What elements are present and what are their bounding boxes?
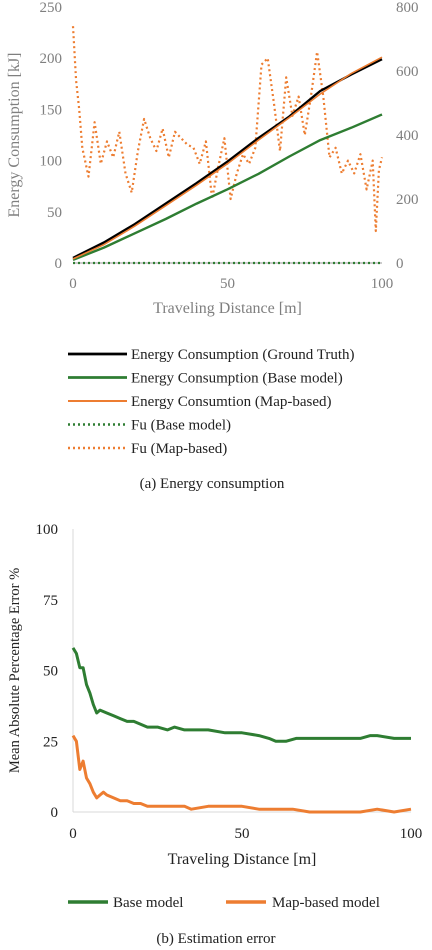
- series-line: [71, 647, 411, 743]
- x-tick-label: 100: [400, 826, 423, 842]
- y2-tick-label: 600: [396, 64, 419, 80]
- y-tick-label: 75: [43, 593, 58, 609]
- x-axis-title: Traveling Distance [m]: [168, 851, 317, 868]
- y2-tick-label: 0: [396, 256, 404, 272]
- y2-tick-label: 200: [396, 192, 419, 208]
- y-tick-label: 150: [40, 102, 63, 118]
- y-tick-label: 200: [40, 51, 63, 67]
- x-axis-title: Traveling Distance [m]: [153, 300, 302, 317]
- estimation-error-legend: Base model Map-based model: [68, 895, 380, 911]
- x-tick-label: 50: [235, 826, 250, 842]
- y-axis-title: Mean Absolute Percentage Error %: [7, 568, 23, 773]
- y-tick-label: 250: [40, 0, 63, 16]
- legend-label: Map-based model: [272, 895, 380, 911]
- series-line: [71, 26, 384, 233]
- y-tick-label: 0: [51, 805, 59, 821]
- y2-tick-label: 400: [396, 128, 419, 144]
- caption-energy-consumption: (a) Energy consumption: [140, 476, 285, 492]
- legend-label: Fu (Map-based): [131, 441, 227, 457]
- legend-label: Fu (Base model): [131, 418, 231, 434]
- y-tick-label: 25: [43, 734, 58, 750]
- energy-consumption-chart: 0 50 100 150 200 250 0 200 400 600 800 0 50 100 Travel…: [6, 0, 419, 317]
- estimation-error-chart: 0 25 50 75 100 0 50 100 Traveling Distance [m] Me…: [7, 522, 422, 868]
- y-tick-label: 100: [36, 522, 59, 538]
- y-tick-label: 50: [43, 664, 58, 680]
- series-line: [71, 734, 412, 814]
- y-tick-label: 50: [47, 205, 62, 221]
- series-line: [72, 56, 383, 260]
- series-line: [72, 113, 383, 262]
- legend-label: Energy Consumtion (Map-based): [131, 394, 332, 410]
- x-tick-label: 100: [371, 276, 394, 292]
- legend-label: Energy Consumption (Ground Truth): [131, 347, 354, 363]
- x-tick-label: 50: [220, 276, 235, 292]
- y2-tick-label: 800: [396, 0, 419, 16]
- y-tick-label: 100: [40, 154, 63, 170]
- caption-estimation-error: (b) Estimation error: [156, 931, 275, 947]
- legend-label: Energy Consumption (Base model): [131, 371, 343, 387]
- y-axis-title: Energy Consumption [kJ]: [6, 52, 23, 217]
- y-tick-label: 0: [55, 256, 63, 272]
- energy-consumption-legend: Energy Consumption (Ground Truth) Energy …: [68, 347, 354, 457]
- x-tick-label: 0: [69, 276, 77, 292]
- x-tick-label: 0: [69, 826, 77, 842]
- legend-label: Base model: [113, 895, 183, 911]
- series-line: [72, 58, 383, 259]
